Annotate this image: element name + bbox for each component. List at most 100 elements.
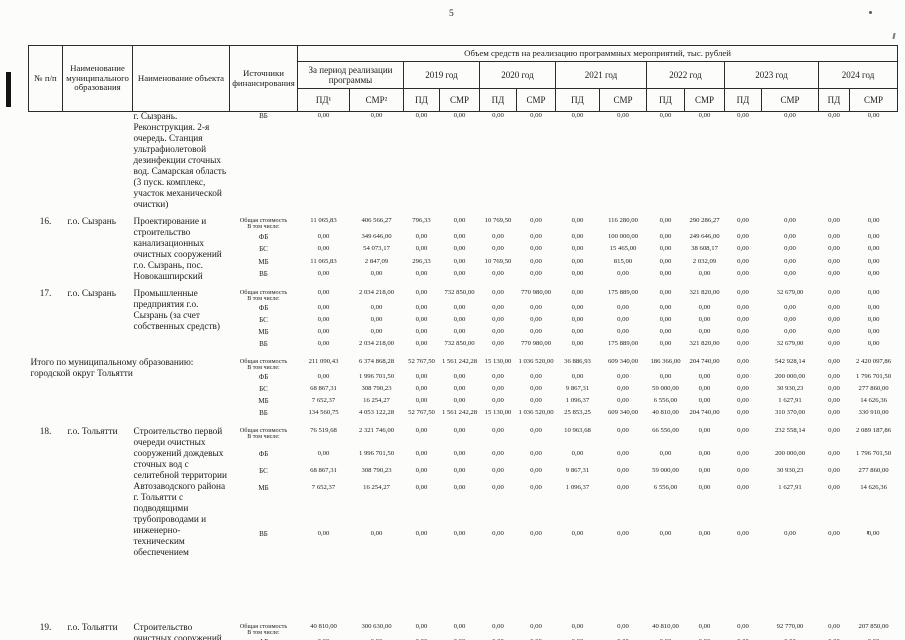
value-2-4-3: 732 850,00	[444, 340, 475, 347]
value-3-0-8: 186 366,00	[650, 358, 681, 365]
funding-source: ФБ	[230, 233, 298, 246]
value-1-3-10: 0,00	[737, 257, 749, 265]
funding-source-label: ВБ	[259, 530, 268, 539]
value-4-3-7: 0,00	[617, 483, 629, 491]
value-3-0-7: 609 340,00	[607, 358, 639, 365]
value-2-4-9: 321 820,00	[689, 340, 720, 347]
value-5-0-12: 0,00	[828, 623, 840, 630]
value-4-3-12: 0,00	[828, 483, 840, 491]
col-smr-4: СМР	[684, 88, 725, 112]
value-3-2-3: 0,00	[453, 385, 466, 392]
value-2-1-3: 0,00	[453, 304, 466, 311]
value-2-4-6: 0,00	[571, 340, 584, 347]
value-5-0-11: 92 770,00	[776, 623, 804, 630]
funding-source: ВБ	[230, 409, 298, 421]
value-2-1-11: 0,00	[784, 304, 796, 311]
value-3-4-3: 1 561 242,28	[441, 409, 478, 416]
value-3-2-4: 0,00	[492, 385, 504, 392]
year-group-5: 2023 год	[724, 61, 819, 89]
year-group-4: 2022 год	[646, 61, 725, 89]
entry-4-row-0: 18. г.о. Тольятти Строительство первой оче…	[29, 421, 898, 558]
value-3-0-11: 542 928,14	[774, 358, 806, 365]
value-1-1-5: 0,00	[530, 232, 542, 240]
funding-source-label: Общая стоимость	[239, 623, 288, 630]
value-0-0-2: 0,00	[415, 112, 428, 119]
value-3-4-8: 40 810,00	[652, 409, 679, 416]
value-4-3-10: 0,00	[737, 483, 749, 491]
entry-0-row-0: г. Сызрань. Реконструкция. 2-я очередь. …	[29, 112, 898, 212]
value-2-1-5: 0,00	[530, 304, 542, 311]
value-4-1-2: 0,00	[415, 450, 428, 458]
year-group-3: 2021 год	[555, 61, 647, 89]
col-pd-2: ПД	[479, 88, 517, 112]
header-col-object: Наименование объекта	[132, 45, 230, 112]
header-year-row: За период реализации программы 2019 год 20…	[29, 61, 899, 89]
value-5-1-11: 0,00	[762, 638, 819, 640]
entry-5-row-0: 19. г.о. Тольятти Строительство очистных с…	[29, 559, 898, 640]
value-4-3-13: 14 626,36	[860, 483, 887, 491]
value-1-3-0: 11 065,83	[310, 257, 337, 265]
value-3-0-2: 52 767,50	[408, 358, 435, 365]
value-3-4-11: 310 370,00	[774, 409, 806, 416]
value-2-3-8: 0,00	[659, 328, 672, 335]
value-2-2-11: 0,00	[784, 316, 796, 323]
value-0-0-1: 0,00	[370, 112, 383, 119]
value-3-1-3: 0,00	[453, 373, 466, 380]
entry-1-row-2: БС 0,00 54 073,17 0,00 0,00 0,00 0,00 0,00 15 46…	[29, 245, 898, 258]
value-2-2-13: 0,00	[867, 316, 880, 323]
value-4-2-0: 68 867,31	[310, 466, 337, 474]
value-0-0-4: 0,00	[492, 112, 504, 119]
funding-source: БС	[230, 385, 298, 397]
value-0-0-12: 0,00	[828, 112, 840, 119]
value-1-0-4: 10 769,50	[484, 217, 512, 224]
funding-source: МБ	[230, 397, 298, 409]
value-5-1-3: 0,00	[440, 638, 480, 640]
funding-source-label: Общая стоимость	[239, 217, 288, 224]
value-3-0-13: 2 420 097,86	[856, 358, 892, 365]
entry-4-row-2: БС 68 867,31 308 790,23 0,00 0,00 0,00 0,00 9 8…	[29, 467, 898, 484]
value-4-1-10: 0,00	[737, 450, 749, 458]
entry-3-row-0: Итого по муниципальному образованию: гор…	[29, 352, 898, 379]
value-1-1-11: 0,00	[784, 232, 796, 240]
value-1-3-9: 2 032,09	[692, 257, 717, 265]
value-4-0-7: 0,00	[617, 427, 629, 434]
value-3-0-5: 1 036 520,00	[518, 358, 554, 365]
value-1-2-0: 0,00	[317, 245, 330, 253]
value-3-4-13: 330 910,00	[858, 409, 889, 416]
row-number	[29, 112, 63, 212]
value-1-2-12: 0,00	[828, 245, 840, 253]
year-group-6: 2024 год	[817, 61, 899, 89]
funding-source-label: МБ	[258, 257, 269, 266]
funding-source-label: ВБ	[259, 270, 268, 279]
value-4-2-7: 0,00	[617, 466, 629, 474]
entry-1-row-0: 16. г.о. Сызрань Проектирование и строител…	[29, 211, 898, 282]
value-1-3-7: 815,00	[613, 257, 633, 265]
entry-4-row-4: ВБ 0,00 0,00 0,00 0,00 0,00 0,00 0,00 0,00 0,00 0,…	[29, 500, 898, 559]
value-4-4-12: 0,00	[828, 530, 840, 538]
value-2-4-0: 0,00	[317, 340, 330, 347]
value-1-4-7: 0,00	[617, 270, 629, 278]
value-0-0-8: 0,00	[659, 112, 672, 119]
value-2-3-5: 0,00	[530, 328, 542, 335]
value-1-1-1: 349 646,00	[361, 232, 392, 240]
funding-source-label: ФБ	[231, 638, 297, 640]
value-3-4-5: 1 036 520,00	[518, 409, 554, 416]
value-2-0-3: 732 850,00	[444, 289, 475, 296]
value-4-3-11: 1 627,91	[778, 483, 802, 491]
funding-source: Общая стоимость В том числе:	[230, 211, 298, 233]
scan-artifact-dot-top-right	[869, 11, 872, 14]
value-3-3-0: 7 652,37	[311, 397, 336, 404]
municipality-name: г.о. Сызрань	[67, 289, 117, 299]
value-4-4-2: 0,00	[415, 530, 428, 538]
value-3-1-12: 0,00	[828, 373, 840, 380]
value-4-3-8: 6 556,00	[653, 483, 678, 491]
value-1-3-13: 0,00	[867, 257, 880, 265]
value-0-0-10: 0,00	[737, 112, 749, 119]
value-3-3-6: 1 096,37	[565, 397, 590, 404]
value-4-0-5: 0,00	[530, 427, 542, 434]
value-5-0-5: 0,00	[530, 623, 542, 630]
value-5-0-3: 0,00	[453, 623, 466, 630]
value-2-2-5: 0,00	[530, 316, 542, 323]
entry-2-row-3: МБ 0,00 0,00 0,00 0,00 0,00 0,00 0,00 0,00 0,00 0,…	[29, 328, 898, 340]
value-4-4-1: 0,00	[370, 530, 383, 538]
